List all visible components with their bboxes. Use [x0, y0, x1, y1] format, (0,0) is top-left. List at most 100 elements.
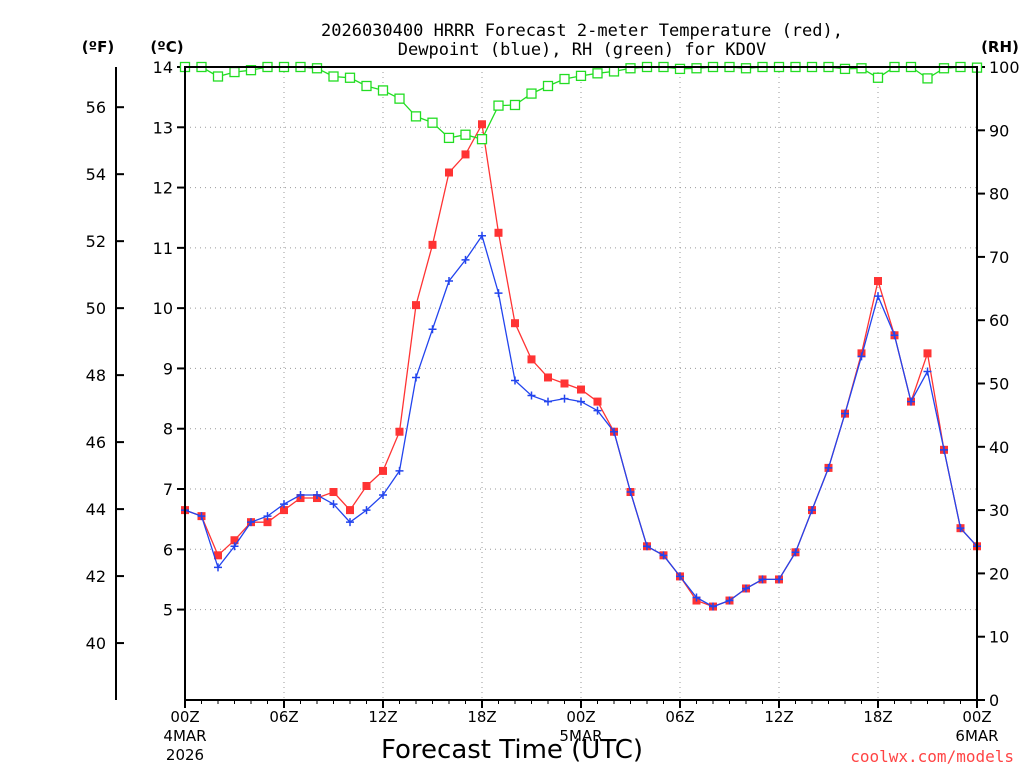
dewpoint-point — [412, 373, 420, 382]
temperature-point — [593, 397, 602, 406]
rh-point — [212, 71, 224, 82]
temperature-point — [412, 301, 420, 310]
x-year-label: 2026 — [166, 746, 204, 764]
rh-point — [691, 63, 702, 74]
dewpoint-point — [296, 491, 305, 500]
x-date-label: 4MAR — [163, 727, 206, 745]
rh-point — [608, 66, 620, 77]
dewpoint-point — [709, 602, 717, 611]
fahrenheit-tick-label: 48 — [86, 366, 106, 385]
dewpoint-point — [494, 289, 503, 298]
dewpoint-point — [692, 593, 701, 602]
temperature-point — [214, 551, 222, 560]
temperature-point — [379, 466, 387, 475]
dewpoint-point — [560, 394, 569, 403]
dewpoint-point — [346, 518, 354, 527]
temperature-point — [230, 536, 239, 545]
rh-tick-label: 80 — [989, 185, 1009, 204]
temperature-point — [280, 506, 288, 515]
rh-point — [839, 63, 851, 75]
rh-point — [229, 66, 240, 78]
rh-point — [460, 129, 471, 140]
rh-point — [245, 65, 257, 76]
rh-point — [559, 73, 570, 85]
x-tick-label: 12Z — [764, 708, 793, 726]
rh-point — [575, 70, 587, 82]
rh-tick-label: 10 — [989, 628, 1009, 647]
rh-point — [872, 72, 884, 83]
celsius-tick-label: 5 — [163, 601, 173, 620]
rh-point — [410, 111, 422, 122]
fahrenheit-tick-label: 44 — [86, 500, 106, 519]
x-tick-label: 06Z — [665, 708, 694, 726]
dewpoint-line — [184, 234, 978, 608]
dewpoint-point — [395, 466, 404, 475]
temperature-point — [395, 427, 404, 436]
celsius-tick-label: 10 — [153, 299, 173, 318]
dewpoint-series — [181, 231, 981, 611]
rh-point — [361, 80, 372, 92]
celsius-tick-label: 7 — [163, 480, 173, 499]
rh-tick-label: 30 — [989, 501, 1009, 520]
rh-point — [938, 63, 950, 74]
dewpoint-point — [676, 572, 684, 581]
celsius-tick-label: 8 — [163, 420, 173, 439]
dewpoint-point — [643, 542, 651, 551]
x-date-label: 5MAR — [559, 727, 602, 745]
temperature-point — [478, 120, 486, 129]
celsius-tick-label: 14 — [153, 58, 173, 77]
rh-point — [377, 85, 389, 96]
rh-point — [625, 63, 636, 74]
fahrenheit-unit-label: (ºF) — [82, 38, 114, 56]
temperature-line — [184, 122, 978, 608]
rh-point — [509, 99, 521, 111]
temperature-point — [428, 240, 437, 249]
x-tick-label: 12Z — [368, 708, 397, 726]
temperature-point — [362, 481, 371, 490]
celsius-unit-label: (ºC) — [150, 38, 183, 56]
dewpoint-point — [874, 292, 882, 301]
dewpoint-point — [544, 397, 552, 406]
dewpoint-point — [923, 367, 932, 376]
dewpoint-point — [263, 512, 272, 521]
rh-point — [493, 100, 504, 111]
dewpoint-point — [742, 584, 750, 593]
celsius-tick-label: 11 — [153, 239, 173, 258]
rh-tick-label: 100 — [989, 58, 1020, 77]
fahrenheit-tick-label: 50 — [86, 299, 106, 318]
rh-point — [856, 63, 867, 74]
x-tick-label: 00Z — [962, 708, 991, 726]
fahrenheit-tick-label: 42 — [86, 567, 106, 586]
temperature-point — [329, 488, 338, 497]
rh-point — [443, 132, 455, 144]
temperature-point — [923, 349, 932, 358]
rh-point — [311, 63, 323, 74]
temperature-point — [544, 373, 552, 382]
temperature-point — [494, 228, 503, 237]
dewpoint-point — [956, 524, 965, 533]
fahrenheit-tick-label: 54 — [86, 165, 106, 184]
dewpoint-point — [445, 277, 453, 286]
chart-title-line-1: 2026030400 HRRR Forecast 2-meter Tempera… — [321, 21, 843, 41]
dewpoint-point — [461, 255, 470, 264]
dewpoint-point — [824, 463, 833, 472]
rh-point — [740, 63, 752, 74]
plot-frame — [184, 66, 978, 701]
dewpoint-point — [725, 596, 734, 605]
dewpoint-point — [940, 445, 948, 454]
fahrenheit-tick-label: 56 — [86, 98, 106, 117]
dewpoint-point — [511, 376, 519, 385]
temperature-point — [445, 168, 453, 177]
x-tick-label: 06Z — [269, 708, 298, 726]
series-layer — [179, 61, 983, 611]
dewpoint-point — [362, 506, 371, 515]
x-tick-label: 00Z — [566, 708, 595, 726]
dewpoint-point — [428, 325, 437, 334]
dewpoint-point — [527, 391, 536, 400]
dewpoint-point — [610, 427, 618, 436]
x-tick-label: 00Z — [170, 708, 199, 726]
dewpoint-point — [214, 563, 222, 572]
temperature-point — [346, 506, 354, 515]
dewpoint-point — [478, 231, 486, 240]
celsius-tick-label: 13 — [153, 118, 173, 137]
